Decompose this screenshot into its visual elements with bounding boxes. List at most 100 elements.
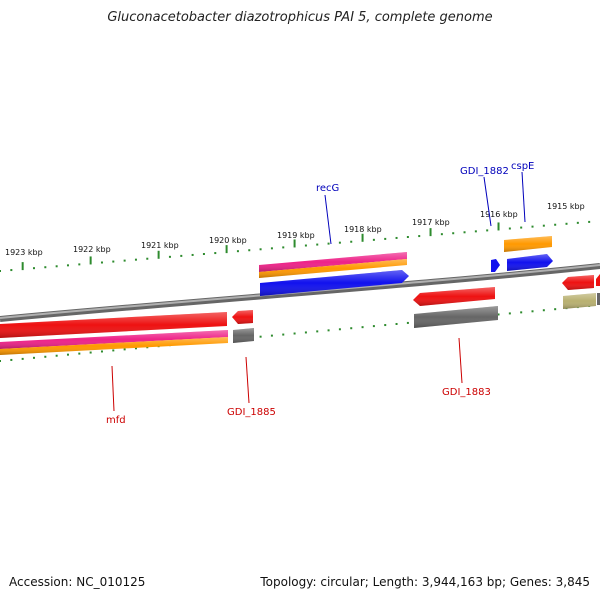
scale-minor-tick (10, 269, 13, 272)
scale-minor-tick (452, 232, 455, 235)
feature-recG-rna[interactable] (259, 252, 407, 272)
gene-label-mfd[interactable]: mfd (106, 415, 126, 426)
feature-GDI_1883-gene[interactable] (413, 287, 495, 306)
scale-minor-tick (554, 223, 557, 226)
feature-GDI_1885-gray[interactable] (233, 328, 254, 343)
scale-minor-tick (78, 263, 81, 266)
scale-minor-tick (508, 227, 511, 230)
feature-cspE-orange[interactable] (504, 236, 552, 252)
scale-major-tick (293, 239, 296, 248)
scale-major-tick (497, 222, 500, 231)
topology-text: Topology: circular; Length: 3,944,163 bp… (260, 575, 590, 589)
feature-right-red-gene[interactable] (562, 275, 594, 290)
scale-minor-tick (304, 331, 307, 334)
callout-recG (324, 194, 332, 245)
scale-minor-tick (44, 355, 47, 358)
gene-label-GDI_1883[interactable]: GDI_1883 (442, 387, 491, 398)
scale-minor-tick (66, 353, 69, 356)
feature-mfd-rna[interactable] (0, 330, 228, 349)
scale-label-1923: 1923 kbp (5, 248, 43, 257)
scale-label-1922: 1922 kbp (73, 245, 111, 254)
scale-minor-tick (304, 244, 307, 247)
feature-right-gray[interactable] (597, 293, 600, 305)
scale-minor-tick (134, 258, 137, 261)
scale-minor-tick (100, 261, 103, 264)
scale-minor-tick (270, 247, 273, 250)
scale-minor-tick (350, 327, 353, 330)
scale-minor-tick (146, 257, 149, 260)
feature-GDI_1883-gray[interactable] (414, 306, 498, 328)
scale-minor-tick (497, 313, 500, 316)
scale-label-1919: 1919 kbp (277, 231, 315, 240)
scale-minor-tick (418, 235, 421, 238)
gene-label-cspE[interactable]: cspE (511, 161, 534, 172)
scale-minor-tick (282, 333, 285, 336)
scale-minor-tick (236, 250, 239, 253)
feature-mfd-gene[interactable] (0, 312, 227, 338)
gene-label-GDI_1885[interactable]: GDI_1885 (227, 407, 276, 418)
callout-mfd (111, 365, 115, 412)
scale-minor-tick (44, 266, 47, 269)
scale-minor-tick (395, 236, 398, 239)
scale-minor-tick (316, 243, 319, 246)
callout-GDI_1883 (458, 337, 463, 384)
scale-label-1917: 1917 kbp (412, 218, 450, 227)
scale-major-tick (225, 245, 228, 254)
gene-label-GDI_1882[interactable]: GDI_1882 (460, 166, 509, 177)
scale-minor-tick (350, 240, 353, 243)
scale-major-tick (21, 262, 24, 271)
feature-GDI_1885-gene[interactable] (232, 310, 253, 324)
scale-minor-tick (134, 347, 137, 350)
scale-minor-tick (0, 360, 1, 362)
scale-minor-tick (440, 233, 443, 236)
scale-minor-tick (168, 255, 171, 258)
scale-minor-tick (191, 253, 194, 256)
upper-scale-ruler (0, 220, 591, 272)
scale-minor-tick (372, 238, 375, 241)
map-title: Gluconacetobacter diazotrophicus PAI 5, … (107, 10, 493, 25)
callout-GDI_1885 (245, 356, 250, 404)
scale-label-1918: 1918 kbp (344, 225, 382, 234)
scale-minor-tick (542, 224, 545, 227)
scale-minor-tick (576, 221, 579, 224)
callout-cspE (521, 171, 526, 223)
scale-minor-tick (123, 259, 126, 262)
scale-minor-tick (55, 265, 58, 268)
scale-minor-tick (66, 264, 69, 267)
scale-minor-tick (395, 322, 398, 325)
scale-minor-tick (89, 351, 92, 354)
scale-minor-tick (327, 242, 330, 245)
scale-minor-tick (384, 237, 387, 240)
scale-minor-tick (508, 312, 511, 315)
scale-minor-tick (463, 231, 466, 234)
feature-right-khaki[interactable] (563, 293, 596, 309)
scale-minor-tick (520, 311, 523, 314)
feature-GDI_1882[interactable] (491, 259, 500, 272)
scale-major-tick (361, 233, 364, 242)
scale-minor-tick (146, 346, 149, 349)
scale-minor-tick (406, 321, 409, 324)
scale-label-1920: 1920 kbp (209, 236, 247, 245)
scale-label-1915: 1915 kbp (547, 202, 585, 211)
scale-minor-tick (10, 358, 13, 361)
scale-label-1921: 1921 kbp (141, 241, 179, 250)
scale-minor-tick (338, 328, 341, 331)
scale-minor-tick (338, 241, 341, 244)
scale-minor-tick (100, 350, 103, 353)
accession-text: Accession: NC_010125 (9, 575, 146, 589)
feature-cspE-gene[interactable] (507, 254, 553, 271)
scale-minor-tick (316, 330, 319, 333)
feature-recG-orange[interactable] (259, 259, 407, 278)
scale-major-tick (157, 250, 160, 259)
feature-mfd-orange[interactable] (0, 337, 228, 355)
scale-minor-tick (384, 324, 387, 327)
scale-minor-tick (554, 308, 557, 311)
callout-GDI_1882 (483, 176, 492, 227)
scale-minor-tick (202, 253, 205, 256)
scale-major-tick (89, 256, 92, 265)
gene-label-recG[interactable]: recG (316, 183, 339, 194)
feature-right-red-gene-2[interactable] (596, 274, 600, 286)
feature-recG-gene[interactable] (260, 270, 409, 296)
scale-minor-tick (123, 348, 126, 351)
